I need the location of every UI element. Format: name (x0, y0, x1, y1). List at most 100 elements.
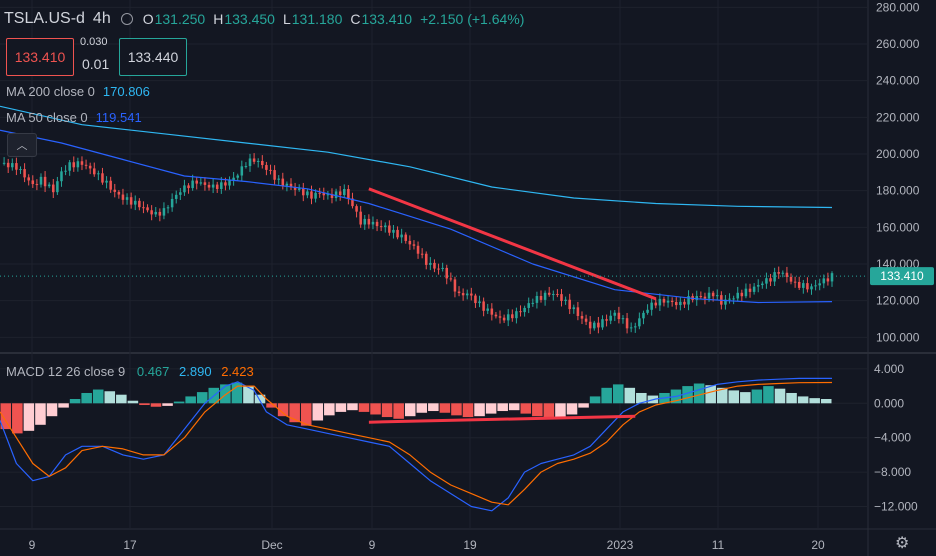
candle-body (150, 210, 153, 215)
time-tick-label: 17 (123, 538, 137, 552)
candle-body (23, 169, 26, 178)
macd-histogram-bar (451, 403, 462, 416)
macd-histogram-bar (0, 403, 12, 430)
candle-body (2, 162, 6, 164)
close-label: C (350, 11, 361, 27)
candle-body (584, 318, 588, 322)
candle-body (617, 312, 621, 320)
candle-body (183, 185, 186, 193)
candle-body (285, 183, 289, 186)
candle-body (429, 262, 432, 265)
candle-body (576, 307, 580, 316)
time-tick-label: 9 (29, 538, 36, 552)
candle-body (105, 180, 108, 183)
macd-histogram-bar (555, 403, 566, 418)
macd-histogram-bar (162, 403, 173, 406)
macd-histogram-bar (543, 403, 555, 419)
market-status-icon (120, 13, 133, 25)
change-value: +2.150 (+1.64%) (420, 11, 525, 27)
candle-body (535, 296, 539, 303)
collapse-legend-button[interactable]: ︿ (7, 133, 37, 157)
macd-line-value: 2.890 (179, 364, 212, 379)
candle-body (465, 293, 469, 296)
candle-body (355, 206, 358, 212)
macd-histogram-bar (69, 399, 81, 404)
macd-histogram-bar (682, 386, 693, 404)
candle-body (302, 188, 305, 196)
macd-histogram-bar (312, 403, 324, 421)
candle-body (187, 185, 190, 189)
candle-body (724, 299, 727, 305)
candle-body (92, 168, 96, 175)
settings-gear-icon[interactable]: ⚙ (895, 535, 910, 552)
candle-body (593, 322, 596, 329)
candle-body (31, 180, 35, 185)
buy-button[interactable]: 133.440 (119, 38, 187, 76)
spread-value: 0.030 (80, 36, 108, 48)
symbol-label[interactable]: TSLA.US-d (4, 10, 85, 27)
macd-legend[interactable]: MACD 12 26 close 9 0.467 2.890 2.423 (6, 364, 254, 379)
close-value: 133.410 (361, 11, 413, 27)
ma50-label: MA 50 close 0 (6, 110, 88, 125)
macd-histogram-bar (532, 403, 543, 417)
candle-body (822, 278, 826, 284)
candle-body (474, 295, 477, 304)
price-trendline (368, 187, 657, 301)
open-value: 131.250 (154, 11, 206, 27)
candle-body (142, 207, 145, 209)
macd-histogram-bar (254, 394, 266, 404)
candle-body (498, 316, 502, 318)
candle-body (580, 315, 584, 319)
high-value: 133.450 (224, 11, 275, 27)
candle-body (650, 302, 653, 310)
ma200-legend[interactable]: MA 200 close 0 170.806 (6, 84, 150, 99)
candle-body (338, 191, 342, 196)
candle-body (715, 295, 719, 297)
macd-histogram-bar (300, 403, 312, 426)
candle-body (662, 298, 666, 303)
candle-body (420, 253, 424, 255)
sell-button[interactable]: 133.410 (6, 38, 74, 76)
candle-body (72, 162, 76, 168)
candle-body (11, 163, 14, 168)
candle-body (265, 165, 268, 170)
macd-histogram-bar (520, 403, 532, 414)
candle-body (543, 292, 547, 300)
candle-body (363, 218, 367, 225)
candle-body (174, 194, 178, 199)
candle-body (310, 191, 313, 199)
macd-histogram-bar (601, 387, 612, 404)
macd-tick-label: 4.000 (874, 362, 904, 376)
candle-body (56, 181, 59, 193)
candle-body (502, 317, 506, 321)
candle-body (35, 184, 39, 186)
macd-histogram-bar (139, 403, 150, 406)
candle-body (334, 191, 338, 198)
macd-histogram-bar (370, 403, 381, 415)
candle-body (699, 296, 703, 298)
candle-body (47, 184, 51, 187)
candle-body (674, 302, 678, 306)
time-tick-label: 9 (369, 538, 376, 552)
price-tick-label: 260.000 (876, 37, 920, 51)
candle-body (752, 286, 756, 292)
candle-body (457, 291, 461, 294)
candle-body (707, 292, 711, 299)
lot-size-input[interactable]: 0.01 (82, 56, 110, 72)
macd-histogram-bar (809, 398, 820, 404)
macd-histogram-bar (485, 403, 497, 414)
macd-tick-label: −4.000 (874, 431, 911, 445)
macd-histogram-bar (185, 396, 196, 404)
ma50-legend[interactable]: MA 50 close 0 119.541 (6, 110, 142, 125)
candle-body (670, 300, 674, 303)
candle-body (359, 211, 362, 225)
candle-body (293, 187, 297, 190)
interval-label[interactable]: 4h (92, 10, 111, 27)
candle-body (552, 294, 555, 296)
candle-body (383, 225, 387, 228)
price-tick-label: 120.000 (876, 294, 920, 308)
macd-trendline (368, 414, 636, 424)
last-price-label: 133.410 (880, 269, 924, 283)
ma50-value: 119.541 (95, 110, 142, 125)
